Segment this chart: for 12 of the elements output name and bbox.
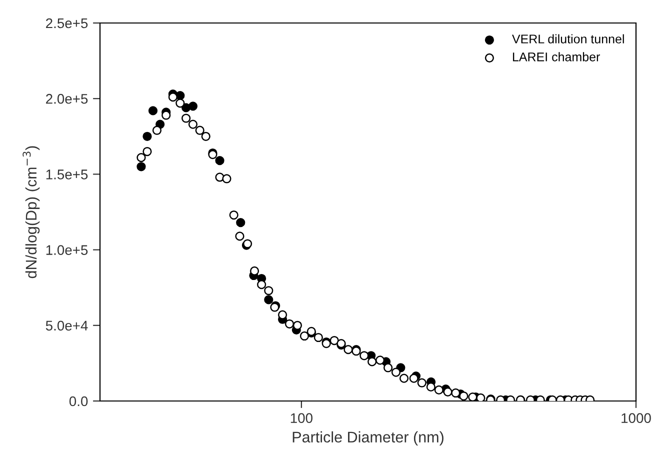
- legend-label: VERL dilution tunnel: [512, 34, 624, 44]
- y-axis-title: dN/dlog(Dp) (cm$^{−3}$): [22, 146, 40, 278]
- x-tick-label: 1000: [622, 413, 651, 424]
- y-tick-label: 1.5e+5: [46, 170, 88, 180]
- y-tick-label: 0.0: [69, 396, 88, 406]
- y-tick-label: 5.0e+4: [46, 320, 88, 331]
- legend-label: LAREI chamber: [512, 52, 600, 62]
- y-tick-label: 2.0e+5: [46, 94, 88, 104]
- x-axis-title: Particle Diameter (nm): [292, 431, 444, 446]
- y-tick-label: 1.0e+5: [46, 245, 88, 255]
- x-tick-label: 100: [290, 413, 312, 424]
- y-tick-label: 2.5e+5: [46, 18, 88, 28]
